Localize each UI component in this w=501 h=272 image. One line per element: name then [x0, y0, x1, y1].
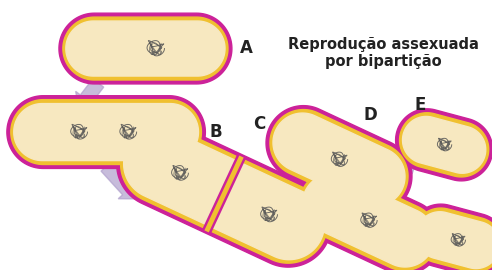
Polygon shape	[117, 121, 331, 267]
Polygon shape	[396, 109, 492, 181]
Text: E: E	[415, 97, 426, 115]
Polygon shape	[413, 208, 501, 272]
Polygon shape	[409, 204, 501, 272]
Polygon shape	[389, 218, 418, 243]
Polygon shape	[296, 166, 441, 272]
Polygon shape	[76, 79, 104, 109]
Polygon shape	[7, 96, 205, 168]
Polygon shape	[124, 128, 325, 260]
Text: D: D	[364, 106, 377, 124]
Text: B: B	[209, 123, 222, 141]
Polygon shape	[66, 21, 225, 76]
Polygon shape	[416, 212, 499, 268]
Polygon shape	[388, 151, 418, 176]
Text: C: C	[254, 115, 266, 133]
Polygon shape	[273, 113, 405, 206]
Polygon shape	[101, 162, 137, 199]
Polygon shape	[121, 125, 328, 263]
Polygon shape	[300, 171, 437, 271]
Polygon shape	[11, 100, 201, 165]
Text: Reprodução assexuada
por bipartição: Reprodução assexuada por bipartição	[288, 37, 478, 69]
Polygon shape	[399, 113, 489, 177]
Text: A: A	[240, 39, 253, 57]
Polygon shape	[266, 106, 412, 214]
Polygon shape	[252, 238, 290, 263]
Polygon shape	[59, 13, 232, 84]
Polygon shape	[14, 104, 198, 160]
Polygon shape	[63, 17, 228, 80]
Polygon shape	[402, 116, 486, 173]
Polygon shape	[270, 110, 408, 210]
Polygon shape	[303, 174, 434, 267]
